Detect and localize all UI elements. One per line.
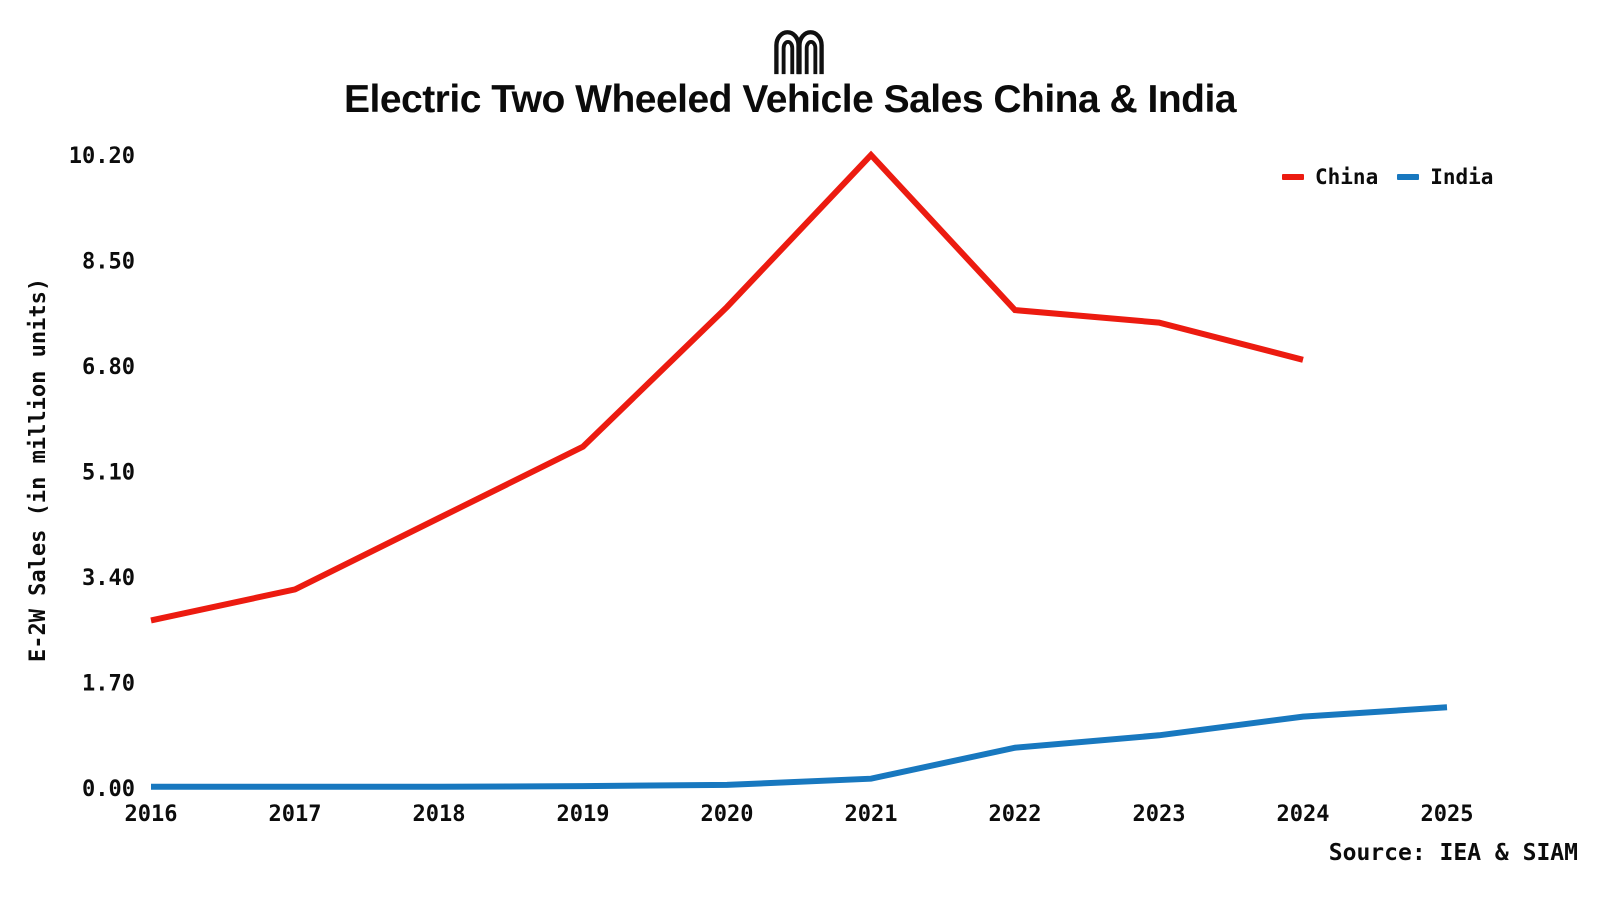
chart-title: Electric Two Wheeled Vehicle Sales China… [343,78,1237,121]
y-axis-tick-label: 5.10 [82,461,135,486]
india-series-line [151,704,1448,790]
x-axis-tick-label: 2017 [269,802,322,827]
x-axis-tick-label: 2020 [701,802,754,827]
y-axis-tick-label: 3.40 [82,566,135,591]
india-series-swatch [1397,174,1420,180]
x-axis-tick-label: 2022 [989,802,1042,827]
y-axis-title: E-2W Sales (in million units) [26,278,51,662]
y-axis-tick-label: 10.20 [69,144,135,169]
legend-item-china: China [1282,164,1378,190]
x-axis-tick-label: 2018 [413,802,466,827]
source-note: Source: IEA & SIAM [1328,840,1578,866]
x-axis-tick-label: 2016 [125,802,178,827]
legend-label-china: China [1315,165,1379,189]
y-axis-tick-label: 1.70 [82,672,135,697]
x-axis-tick-label: 2025 [1421,802,1474,827]
y-axis-tick-label: 6.80 [82,355,135,380]
china-series-swatch [1282,174,1304,180]
x-axis-tick-label: 2023 [1133,802,1186,827]
x-axis-tick-label: 2019 [557,802,610,827]
china-series-line [150,150,1304,624]
y-axis-tick-label: 8.50 [82,250,135,275]
y-axis-tick-label: 0.00 [82,777,135,802]
legend-label-india: India [1430,165,1494,189]
legend: China India [1282,164,1493,190]
legend-item-india: India [1397,164,1493,190]
x-axis-tick-label: 2024 [1277,802,1330,827]
x-axis-tick-label: 2021 [845,802,898,827]
publisher-m-logo-icon [774,30,824,75]
